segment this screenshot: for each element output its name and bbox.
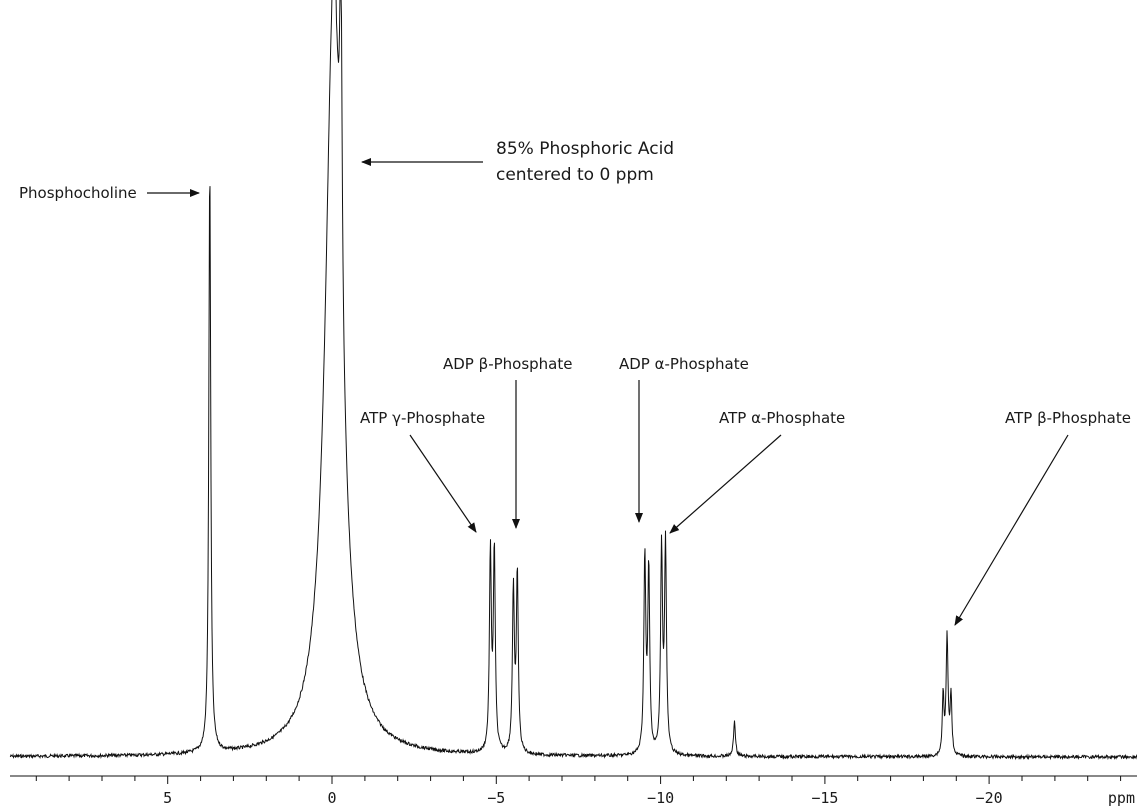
annotation-atp-gamma-label: ATP γ-Phosphate <box>360 409 485 427</box>
annotation-atp-alpha-arrow <box>669 434 782 534</box>
x-axis-tick-label: −15 <box>811 789 838 807</box>
annotation-phosphocholine: Phosphocholine <box>19 184 200 202</box>
x-axis-unit-label: ppm <box>1108 789 1135 807</box>
spectrum-trace <box>9 0 1137 761</box>
x-axis-tick-label: 0 <box>327 789 336 807</box>
x-axis: 5 0 −5 −10 −15 −20 ppm <box>10 775 1137 807</box>
annotation-phosphoric-acid-label-line2: centered to 0 ppm <box>496 165 654 185</box>
annotation-adp-alpha-label: ADP α-Phosphate <box>619 355 749 373</box>
annotation-adp-alpha: ADP α-Phosphate <box>619 355 749 523</box>
annotation-atp-beta: ATP β-Phosphate <box>954 409 1131 626</box>
annotation-adp-beta-label: ADP β-Phosphate <box>443 355 573 373</box>
x-axis-ticks <box>35 776 1122 784</box>
x-axis-tick-labels: 5 0 −5 −10 −15 −20 <box>163 789 1002 807</box>
annotation-atp-beta-label: ATP β-Phosphate <box>1005 409 1131 427</box>
annotation-atp-gamma-arrow <box>409 434 477 533</box>
annotation-atp-beta-arrow <box>954 434 1069 626</box>
peak-annotations: Phosphocholine 85% Phosphoric Acid cente… <box>19 139 1131 626</box>
annotation-phosphocholine-label: Phosphocholine <box>19 184 137 202</box>
annotation-phosphoric-acid: 85% Phosphoric Acid centered to 0 ppm <box>361 139 674 185</box>
x-axis-tick-label: −5 <box>487 789 505 807</box>
annotation-adp-beta: ADP β-Phosphate <box>443 355 573 529</box>
x-axis-tick-label: −10 <box>647 789 674 807</box>
annotation-phosphoric-acid-label-line1: 85% Phosphoric Acid <box>496 139 674 159</box>
x-axis-tick-label: −20 <box>976 789 1003 807</box>
annotation-atp-alpha-label: ATP α-Phosphate <box>719 409 845 427</box>
annotation-atp-alpha: ATP α-Phosphate <box>669 409 845 534</box>
annotation-atp-gamma: ATP γ-Phosphate <box>360 409 485 533</box>
x-axis-tick-label: 5 <box>163 789 172 807</box>
